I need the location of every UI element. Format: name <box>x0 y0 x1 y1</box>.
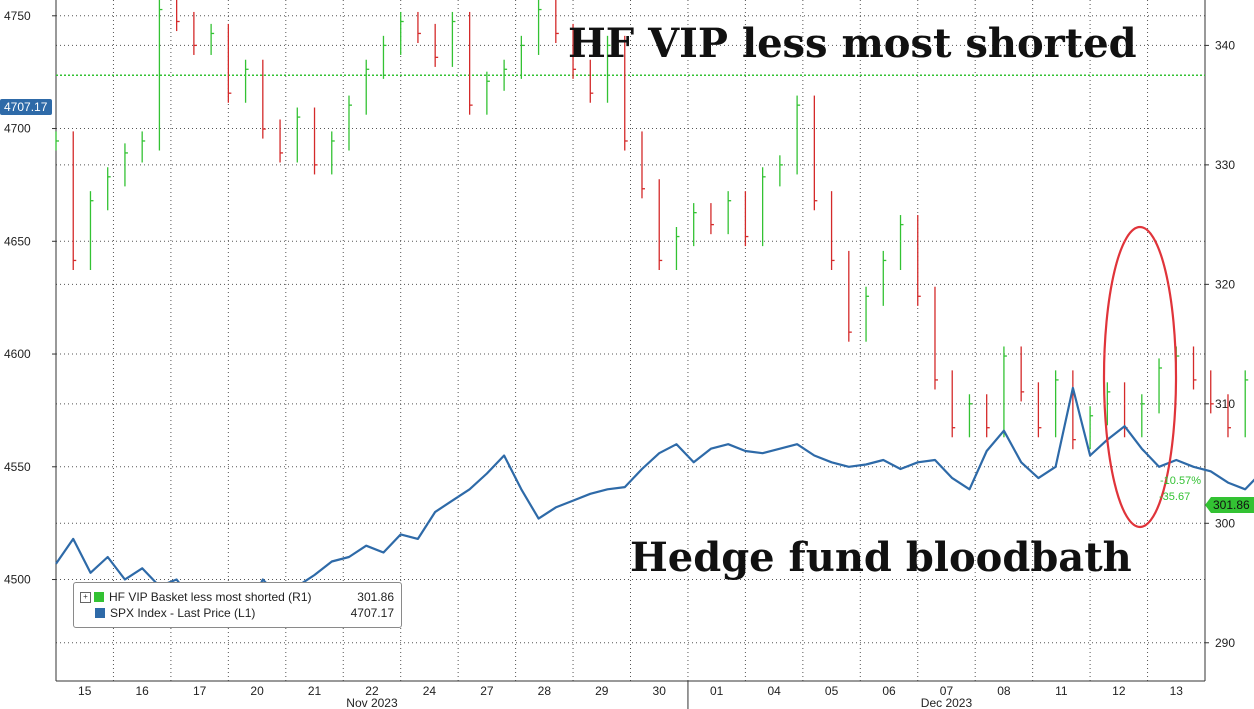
x-axis: 15 16 17 20 21 22 24 27 28 29 30 01 04 05 06 07 08 11 12 13… <box>78 681 1183 709</box>
legend-item-spx[interactable]: SPX Index - Last Price (L1) 4707.17 <box>80 605 394 621</box>
left-tick-label: 4750 <box>4 9 31 23</box>
x-tick-label: 29 <box>595 684 609 698</box>
legend: + HF VIP Basket less most shorted (R1) 3… <box>73 582 402 628</box>
legend-item-basket[interactable]: + HF VIP Basket less most shorted (R1) 3… <box>80 589 394 605</box>
right-tick-label: 300 <box>1215 516 1235 530</box>
x-tick-label: 11 <box>1055 684 1068 698</box>
month-label: Nov 2023 <box>346 696 398 709</box>
right-tick-label: 320 <box>1215 277 1235 291</box>
left-axis: 4500 4550 4600 4650 4700 4750 <box>4 9 56 587</box>
x-tick-label: 13 <box>1170 684 1184 698</box>
x-tick-label: 24 <box>423 684 437 698</box>
expand-icon[interactable]: + <box>80 592 91 603</box>
spx-last-value: 4707.17 <box>4 100 48 114</box>
basket-last-tag: 301.86 <box>1205 497 1254 513</box>
left-tick-label: 4700 <box>4 122 31 136</box>
month-label: Dec 2023 <box>921 696 973 709</box>
x-tick-label: 01 <box>710 684 724 698</box>
legend-value-spx: 4707.17 <box>351 606 394 620</box>
right-tick-label: 330 <box>1215 158 1235 172</box>
right-tick-label: 290 <box>1215 636 1235 650</box>
right-tick-label: 340 <box>1215 38 1235 52</box>
basket-series-bars <box>56 0 1254 511</box>
x-tick-label: 08 <box>997 684 1011 698</box>
x-tick-label: 04 <box>767 684 781 698</box>
x-tick-label: 21 <box>308 684 322 698</box>
left-tick-label: 4550 <box>4 460 31 474</box>
x-tick-label: 28 <box>538 684 552 698</box>
pct-change-label: -10.57% <box>1160 475 1201 487</box>
legend-label-basket: HF VIP Basket less most shorted (R1) <box>109 590 357 604</box>
right-axis: 290 300 310 320 330 340 <box>1205 38 1235 649</box>
abs-change-label: -35.67 <box>1159 491 1190 503</box>
basket-last-value: 301.86 <box>1213 498 1250 512</box>
overlay-title: HF VIP less most shorted <box>568 20 1137 67</box>
x-tick-label: 20 <box>250 684 264 698</box>
x-tick-label: 30 <box>653 684 667 698</box>
x-tick-label: 05 <box>825 684 839 698</box>
x-tick-label: 15 <box>78 684 92 698</box>
x-tick-label: 06 <box>882 684 896 698</box>
legend-swatch-basket <box>94 592 104 602</box>
left-tick-label: 4600 <box>4 347 31 361</box>
legend-swatch-spx <box>95 608 105 618</box>
left-tick-label: 4650 <box>4 234 31 248</box>
legend-label-spx: SPX Index - Last Price (L1) <box>110 606 351 620</box>
left-tick-label: 4500 <box>4 573 31 587</box>
overlay-subtitle: Hedge fund bloodbath <box>630 534 1132 581</box>
right-tick-label: 310 <box>1215 397 1235 411</box>
x-tick-label: 27 <box>480 684 494 698</box>
x-tick-label: 17 <box>193 684 207 698</box>
spx-last-tag: 4707.17 <box>0 99 52 115</box>
x-tick-label: 16 <box>135 684 149 698</box>
legend-value-basket: 301.86 <box>357 590 394 604</box>
x-tick-label: 12 <box>1112 684 1126 698</box>
